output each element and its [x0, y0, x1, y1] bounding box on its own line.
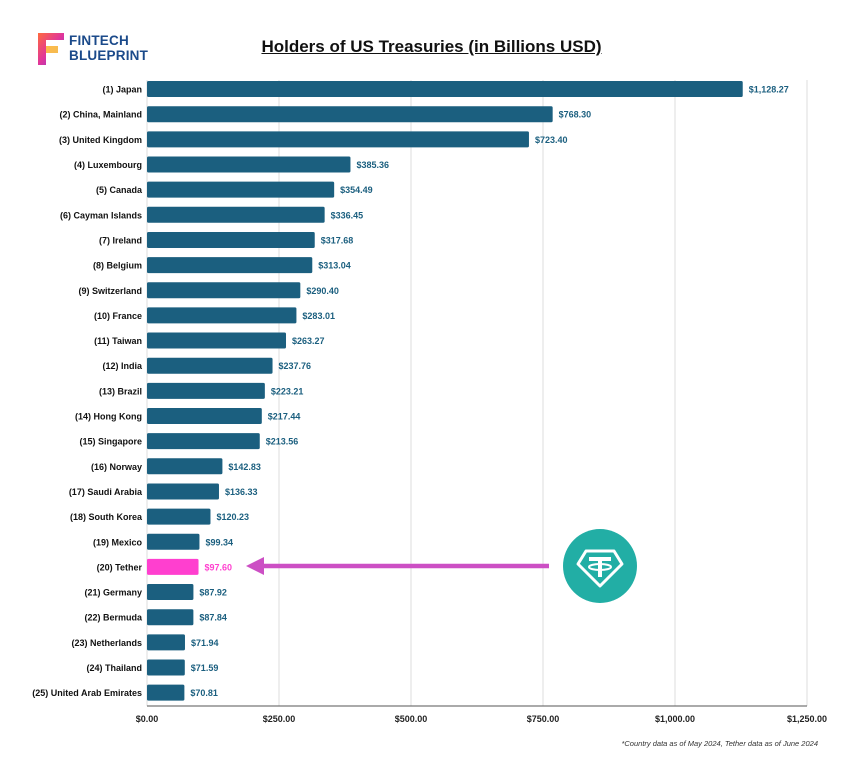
bar [147, 458, 223, 475]
x-tick-label: $1,000.00 [655, 714, 695, 724]
x-tick-label: $0.00 [136, 714, 159, 724]
category-label: (17) Saudi Arabia [69, 487, 143, 497]
footnote: *Country data as of May 2024, Tether dat… [621, 739, 818, 748]
value-label: $223.21 [271, 386, 304, 396]
value-label: $99.34 [205, 537, 233, 547]
value-label: $71.59 [191, 663, 219, 673]
bar [147, 634, 185, 651]
tether-logo-icon [576, 549, 624, 588]
bar-highlight [147, 558, 199, 575]
bar [147, 533, 200, 550]
bar [147, 357, 273, 374]
value-label: $768.30 [559, 110, 592, 120]
category-label: (24) Thailand [86, 663, 142, 673]
value-label: $336.45 [331, 210, 364, 220]
value-label: $70.81 [190, 688, 218, 698]
tether-annotation [246, 529, 637, 603]
value-label: $217.44 [268, 412, 301, 422]
bar [147, 106, 553, 123]
grid-lines [146, 80, 808, 707]
category-label: (16) Norway [91, 462, 142, 472]
category-label: (21) Germany [84, 588, 142, 598]
category-label: (4) Luxembourg [74, 160, 142, 170]
bar [147, 206, 325, 223]
category-label: (8) Belgium [93, 261, 142, 271]
bar [147, 332, 287, 349]
bar [147, 433, 260, 450]
bar [147, 382, 265, 399]
bar [147, 257, 313, 274]
category-label: (25) United Arab Emirates [32, 688, 142, 698]
bar [147, 81, 743, 98]
category-labels: (1) Japan (2) China, Mainland (3) United K… [32, 85, 143, 699]
bar [147, 609, 194, 626]
x-tick-label: $750.00 [527, 714, 560, 724]
x-tick-label: $250.00 [263, 714, 296, 724]
value-label: $263.27 [292, 336, 325, 346]
category-label: (14) Hong Kong [75, 412, 142, 422]
value-label: $290.40 [306, 286, 339, 296]
bars [147, 81, 743, 701]
category-label: (7) Ireland [99, 235, 142, 245]
value-label: $97.60 [205, 562, 233, 572]
bar [147, 659, 185, 676]
category-label: (9) Switzerland [78, 286, 142, 296]
bar [147, 408, 262, 425]
pointer-arrow-head [246, 557, 264, 575]
value-label: $237.76 [279, 361, 312, 371]
category-label: (12) India [102, 361, 143, 371]
brand-line-1: FINTECH [69, 33, 129, 48]
category-label: (2) China, Mainland [59, 110, 142, 120]
bar [147, 282, 301, 299]
value-label: $213.56 [266, 437, 299, 447]
x-axis-tick-labels: $0.00 $250.00 $500.00 $750.00 $1,000.00 $1,25… [136, 714, 827, 724]
value-label: $71.94 [191, 638, 219, 648]
bar [147, 508, 211, 525]
category-label: (22) Bermuda [84, 613, 143, 623]
bar [147, 584, 194, 601]
category-label: (5) Canada [96, 185, 143, 195]
value-label: $120.23 [216, 512, 249, 522]
value-label: $354.49 [340, 185, 373, 195]
value-label: $313.04 [318, 261, 351, 271]
category-label: (19) Mexico [93, 537, 143, 547]
value-label: $283.01 [302, 311, 335, 321]
brand-name: FINTECH BLUEPRINT [69, 33, 148, 63]
value-labels: $1,128.27 $768.30 $723.40 $385.36 $354.49 $33… [190, 85, 788, 699]
category-label: (23) Netherlands [71, 638, 142, 648]
x-tick-label: $1,250.00 [787, 714, 827, 724]
category-label: (20) Tether [97, 562, 143, 572]
category-label: (3) United Kingdom [59, 135, 142, 145]
bar [147, 131, 529, 148]
value-label: $1,128.27 [749, 85, 789, 95]
value-label: $136.33 [225, 487, 258, 497]
category-label: (1) Japan [102, 85, 142, 95]
category-label: (15) Singapore [79, 437, 142, 447]
category-label: (13) Brazil [99, 386, 142, 396]
value-label: $87.92 [199, 588, 227, 598]
fintech-blueprint-logo-icon [38, 33, 64, 65]
brand-line-2: BLUEPRINT [69, 48, 149, 63]
value-label: $723.40 [535, 135, 568, 145]
bar [147, 231, 315, 248]
category-label: (11) Taiwan [94, 336, 142, 346]
bar [147, 684, 185, 701]
value-label: $385.36 [356, 160, 389, 170]
category-label: (6) Cayman Islands [60, 210, 142, 220]
bar [147, 307, 297, 324]
bar [147, 181, 335, 198]
tether-t-icon [588, 557, 612, 577]
category-label: (18) South Korea [70, 512, 143, 522]
category-label: (10) France [94, 311, 142, 321]
value-label: $87.84 [199, 613, 227, 623]
chart-title: Holders of US Treasuries (in Billions US… [261, 37, 602, 56]
x-tick-label: $500.00 [395, 714, 428, 724]
bar [147, 483, 219, 500]
bar [147, 156, 351, 173]
value-label: $142.83 [228, 462, 261, 472]
value-label: $317.68 [321, 235, 354, 245]
